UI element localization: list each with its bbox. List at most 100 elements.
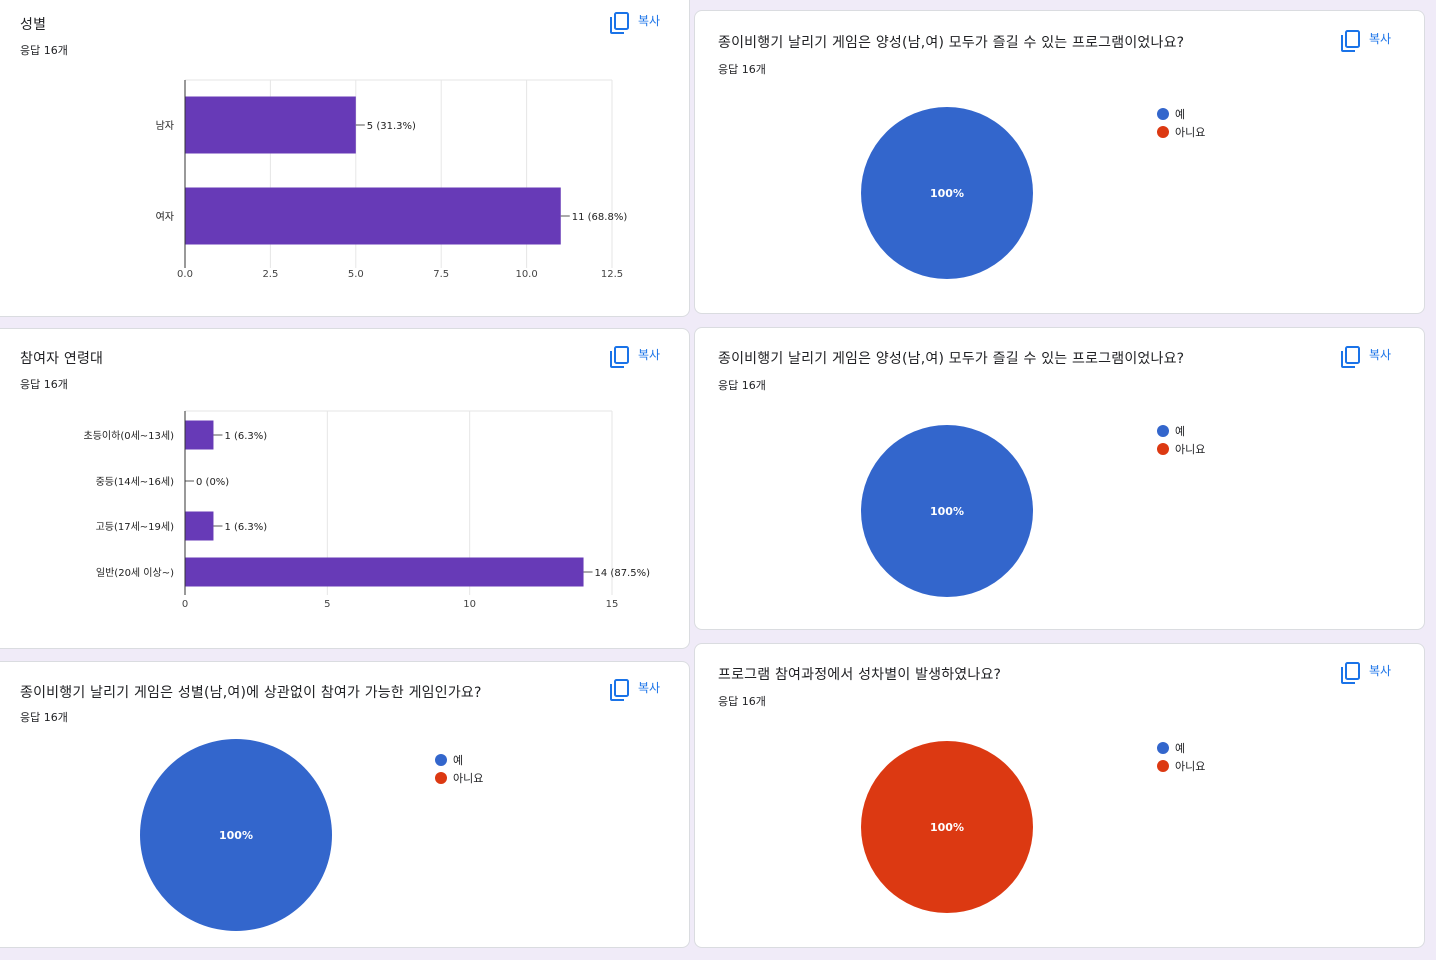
x-tick-label: 5.0 bbox=[348, 269, 364, 280]
legend: 예 아니요 bbox=[1157, 739, 1205, 775]
x-tick-label: 0.0 bbox=[177, 269, 193, 280]
x-tick-label: 10.0 bbox=[515, 269, 537, 280]
data-label: 11 (68.8%) bbox=[572, 212, 628, 223]
pie-chart-q2: 100% bbox=[861, 425, 1033, 597]
copy-label: 복사 bbox=[638, 348, 661, 362]
slice-label: 100% bbox=[219, 829, 253, 842]
x-tick-label: 7.5 bbox=[433, 269, 449, 280]
legend: 예 아니요 bbox=[435, 751, 483, 787]
data-label: 14 (87.5%) bbox=[595, 568, 651, 579]
bar-chart-gender: 0.0 2.5 5.0 7.5 10.0 12.5 5 (31.3%) 남자 11 (68.8%… bbox=[156, 79, 628, 280]
card-title: 성별 bbox=[20, 17, 47, 33]
card-q1: 종이비행기 날리기 게임은 양성(남,여) 모두가 즐길 수 있는 프로그램이었… bbox=[694, 10, 1425, 314]
pie-slice bbox=[140, 739, 332, 931]
legend-dot-no bbox=[1157, 760, 1169, 772]
data-label: 0 (0%) bbox=[196, 477, 229, 488]
slice-label: 100% bbox=[930, 505, 964, 518]
bar bbox=[185, 511, 214, 541]
data-label: 1 (6.3%) bbox=[224, 431, 267, 442]
card-title: 종이비행기 날리기 게임은 양성(남,여) 모두가 즐길 수 있는 프로그램이었… bbox=[718, 35, 1185, 51]
copy-button[interactable]: 복사 bbox=[1341, 30, 1391, 52]
card-q3: 종이비행기 날리기 게임은 성별(남,여)에 상관없이 참여가 가능한 게임인가… bbox=[0, 661, 690, 948]
bar bbox=[185, 187, 561, 245]
copy-button[interactable]: 복사 bbox=[610, 346, 660, 368]
copy-button[interactable]: 복사 bbox=[610, 679, 660, 701]
copy-icon bbox=[610, 679, 629, 701]
response-count: 응답 16개 bbox=[20, 378, 68, 391]
category-label: 일반(20세 이상~) bbox=[96, 567, 174, 579]
category-label: 중등(14세~16세) bbox=[96, 476, 175, 488]
legend-item-yes: 예 bbox=[1157, 105, 1205, 123]
card-gender: 성별 응답 16개 복사 0.0 2.5 5.0 7.5 10.0 12.5 5 (31.3… bbox=[0, 0, 690, 317]
copy-label: 복사 bbox=[1369, 664, 1392, 678]
card-title: 종이비행기 날리기 게임은 성별(남,여)에 상관없이 참여가 가능한 게임인가… bbox=[20, 685, 482, 701]
x-tick-label: 0 bbox=[182, 599, 188, 610]
legend-dot-yes bbox=[1157, 108, 1169, 120]
copy-icon bbox=[610, 12, 629, 34]
legend-item-yes: 예 bbox=[1157, 422, 1205, 440]
copy-icon bbox=[610, 346, 629, 368]
legend-label-no: 아니요 bbox=[1175, 126, 1206, 139]
copy-icon bbox=[1341, 662, 1360, 684]
legend-label-yes: 예 bbox=[1175, 425, 1186, 438]
pie-slice bbox=[861, 425, 1033, 597]
x-tick-label: 10 bbox=[463, 599, 476, 610]
pie-chart-q1: 100% bbox=[861, 107, 1033, 279]
legend-item-no: 아니요 bbox=[1157, 757, 1205, 775]
bar bbox=[185, 420, 214, 450]
slice-label: 100% bbox=[930, 821, 964, 834]
category-label: 초등이하(0세~13세) bbox=[84, 429, 175, 442]
card-q4: 프로그램 참여과정에서 성차별이 발생하였나요? 응답 16개 복사 100% … bbox=[694, 643, 1425, 948]
copy-label: 복사 bbox=[1369, 348, 1392, 362]
card-title: 프로그램 참여과정에서 성차별이 발생하였나요? bbox=[718, 667, 1002, 683]
card-title: 종이비행기 날리기 게임은 양성(남,여) 모두가 즐길 수 있는 프로그램이었… bbox=[718, 351, 1185, 367]
legend: 예 아니요 bbox=[1157, 105, 1205, 141]
legend-dot-no bbox=[435, 772, 447, 784]
response-count: 응답 16개 bbox=[20, 44, 68, 57]
bar-chart-age: 0 5 10 15 1 (6.3%) 초등이하(0세~13세) 0 (0%) 중등(14세~1… bbox=[84, 410, 651, 610]
data-label: 1 (6.3%) bbox=[224, 522, 267, 533]
pie-chart-q3: 100% bbox=[140, 739, 332, 931]
legend-label-no: 아니요 bbox=[1175, 760, 1206, 773]
legend-label-yes: 예 bbox=[1175, 742, 1186, 755]
copy-icon bbox=[1341, 30, 1360, 52]
copy-button[interactable]: 복사 bbox=[610, 12, 660, 34]
pie-slice bbox=[861, 741, 1033, 913]
legend-item-no: 아니요 bbox=[435, 769, 483, 787]
legend-dot-yes bbox=[1157, 742, 1169, 754]
category-label: 여자 bbox=[156, 211, 174, 223]
copy-label: 복사 bbox=[638, 14, 661, 28]
pie-slice bbox=[861, 107, 1033, 279]
x-tick-label: 12.5 bbox=[601, 269, 623, 280]
copy-label: 복사 bbox=[638, 681, 661, 695]
response-count: 응답 16개 bbox=[718, 379, 766, 392]
legend-label-yes: 예 bbox=[1175, 108, 1186, 121]
bar bbox=[185, 557, 584, 587]
legend-item-yes: 예 bbox=[435, 751, 483, 769]
response-count: 응답 16개 bbox=[718, 63, 766, 76]
card-q2: 종이비행기 날리기 게임은 양성(남,여) 모두가 즐길 수 있는 프로그램이었… bbox=[694, 327, 1425, 630]
category-label: 고등(17세~19세) bbox=[96, 521, 175, 533]
copy-label: 복사 bbox=[1369, 32, 1392, 46]
card-age: 참여자 연령대 응답 16개 복사 0 5 10 15 1 (6.3%) 초등이하(0세~… bbox=[0, 328, 690, 649]
x-tick-label: 2.5 bbox=[262, 269, 278, 280]
copy-icon bbox=[1341, 346, 1360, 368]
legend-label-yes: 예 bbox=[453, 754, 464, 767]
legend-item-no: 아니요 bbox=[1157, 123, 1205, 141]
slice-label: 100% bbox=[930, 187, 964, 200]
card-title: 참여자 연령대 bbox=[20, 351, 104, 367]
legend: 예 아니요 bbox=[1157, 422, 1205, 458]
legend-item-no: 아니요 bbox=[1157, 440, 1205, 458]
legend-dot-no bbox=[1157, 443, 1169, 455]
legend-dot-yes bbox=[435, 754, 447, 766]
legend-item-yes: 예 bbox=[1157, 739, 1205, 757]
legend-dot-no bbox=[1157, 126, 1169, 138]
category-label: 남자 bbox=[156, 120, 174, 132]
response-count: 응답 16개 bbox=[20, 711, 68, 724]
legend-dot-yes bbox=[1157, 425, 1169, 437]
copy-button[interactable]: 복사 bbox=[1341, 346, 1391, 368]
data-label: 5 (31.3%) bbox=[367, 121, 416, 132]
copy-button[interactable]: 복사 bbox=[1341, 662, 1391, 684]
x-tick-label: 15 bbox=[606, 599, 619, 610]
bar bbox=[185, 96, 356, 154]
